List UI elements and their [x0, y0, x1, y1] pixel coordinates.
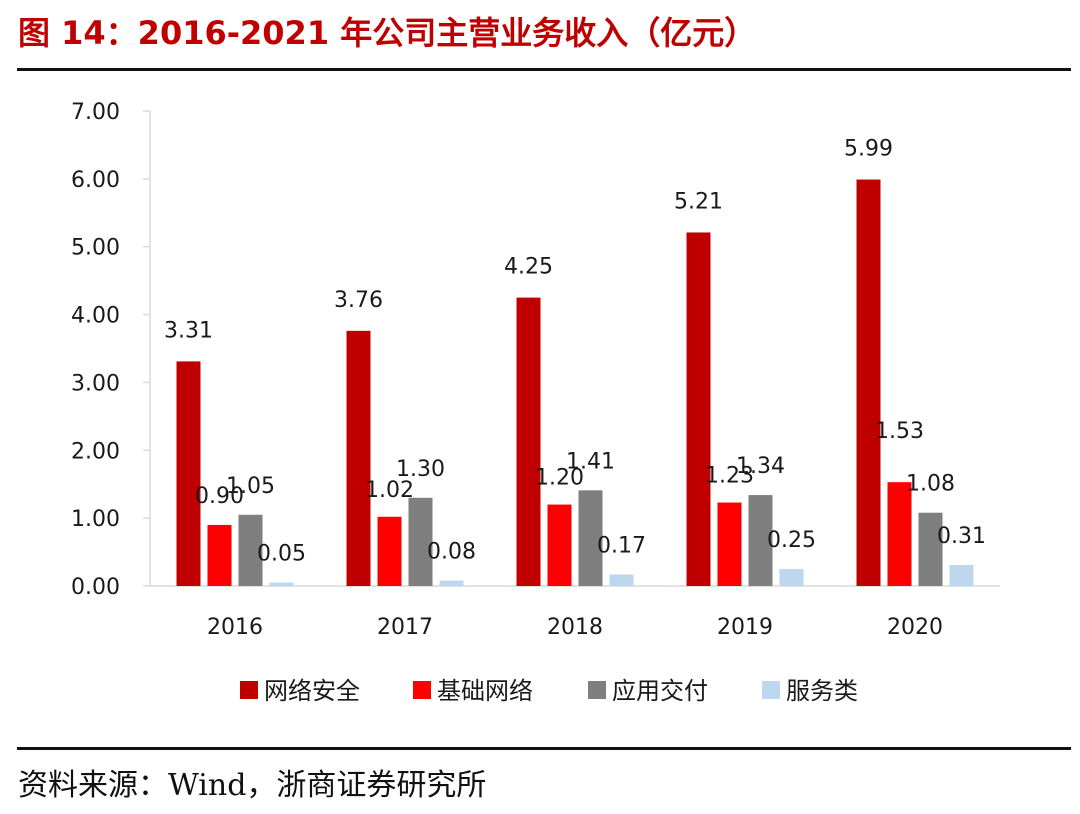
source-note: 资料来源：Wind，浙商证券研究所	[18, 768, 487, 803]
legend-label: 网络安全	[264, 677, 360, 705]
data-label: 0.17	[597, 533, 646, 558]
legend-label: 应用交付	[612, 677, 708, 705]
bar	[547, 504, 572, 586]
data-label: 1.02	[365, 478, 414, 503]
bar	[717, 502, 742, 586]
legend-swatch	[588, 681, 606, 699]
bar	[346, 330, 371, 586]
figure-title: 图 14：2016-2021 年公司主营业务收入（亿元）	[18, 14, 757, 52]
bar	[609, 574, 634, 586]
bar	[578, 490, 603, 586]
legend-swatch	[413, 681, 431, 699]
bar	[918, 512, 943, 586]
data-label: 1.53	[875, 419, 924, 444]
bar	[516, 297, 541, 586]
bar	[408, 497, 433, 586]
legend-label: 基础网络	[437, 677, 533, 705]
x-tick-label: 2018	[547, 615, 603, 640]
data-label: 0.90	[195, 484, 244, 509]
bar	[856, 179, 881, 587]
data-label: 5.99	[844, 137, 893, 162]
y-tick-label: 2.00	[71, 439, 120, 464]
bar	[779, 569, 804, 586]
x-tick-label: 2017	[377, 615, 433, 640]
y-tick-label: 3.00	[71, 371, 120, 396]
legend-swatch	[762, 681, 780, 699]
x-tick-label: 2020	[887, 615, 943, 640]
bar	[269, 582, 294, 586]
bar	[238, 514, 263, 586]
data-label: 0.25	[767, 528, 816, 553]
data-label: 1.20	[535, 466, 584, 491]
y-tick-label: 1.00	[71, 507, 120, 532]
data-label: 0.31	[937, 524, 986, 549]
bar	[377, 516, 402, 586]
data-label: 5.21	[674, 189, 723, 214]
data-label: 0.05	[257, 542, 306, 567]
data-label: 3.31	[164, 318, 213, 343]
data-label: 1.23	[705, 464, 754, 489]
data-label: 1.34	[736, 454, 785, 479]
data-label: 0.08	[427, 540, 476, 565]
bar	[748, 495, 773, 586]
data-label: 3.76	[334, 288, 383, 313]
bar	[686, 232, 711, 586]
bar	[887, 482, 912, 586]
data-label: 1.05	[226, 474, 275, 499]
y-tick-label: 7.00	[71, 100, 120, 125]
bar	[949, 564, 974, 586]
data-label: 1.08	[906, 472, 955, 497]
bottom-rule	[17, 747, 1071, 750]
bar	[207, 524, 232, 586]
y-tick-label: 0.00	[71, 575, 120, 600]
x-tick-label: 2019	[717, 615, 773, 640]
top-rule	[17, 68, 1071, 71]
x-tick-label: 2016	[207, 615, 263, 640]
y-tick-label: 4.00	[71, 304, 120, 329]
bar	[176, 361, 201, 586]
data-label: 1.30	[396, 457, 445, 482]
legend-swatch	[240, 681, 258, 699]
legend-label: 服务类	[786, 677, 858, 705]
y-tick-label: 6.00	[71, 168, 120, 193]
y-tick-label: 5.00	[71, 236, 120, 261]
data-label: 4.25	[504, 255, 553, 280]
data-label: 1.41	[566, 449, 615, 474]
bar	[439, 580, 464, 586]
